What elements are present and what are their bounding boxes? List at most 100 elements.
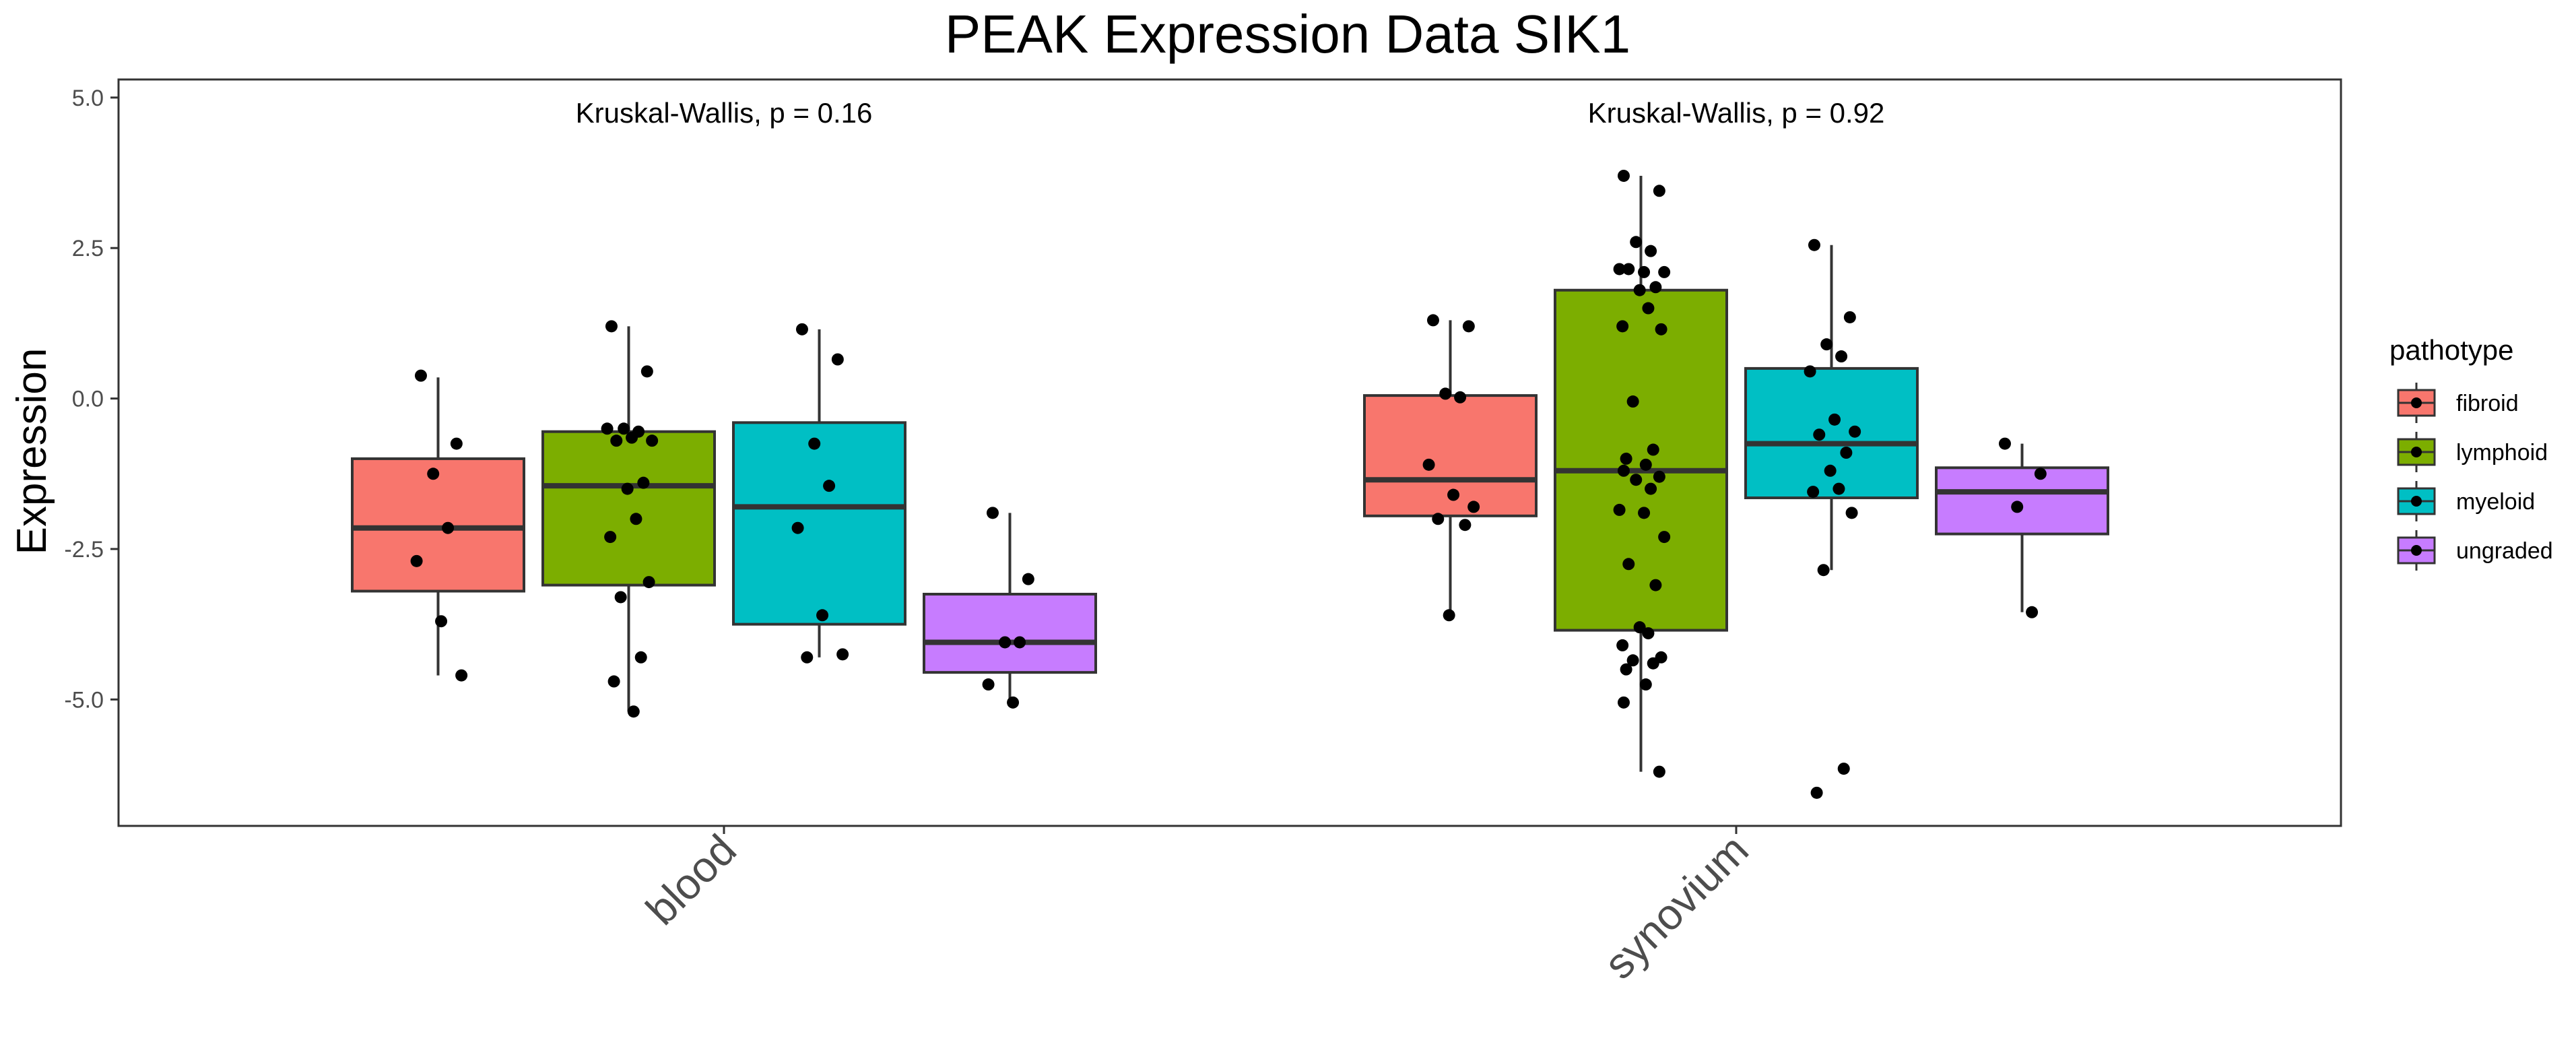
data-point (605, 320, 618, 333)
x-tick-label: blood (636, 825, 746, 934)
data-point (1422, 458, 1435, 471)
data-point (2011, 501, 2024, 513)
data-point (1845, 507, 1858, 519)
data-point (626, 431, 638, 444)
data-points-group (410, 169, 2047, 799)
chart-title: PEAK Expression Data SIK1 (945, 4, 1630, 64)
kruskal-wallis-annotation: Kruskal-Wallis, p = 0.16 (576, 97, 873, 129)
data-point (1645, 245, 1657, 257)
data-point (1810, 786, 1823, 799)
data-point (621, 482, 634, 495)
data-point (1808, 238, 1820, 251)
data-point (791, 521, 804, 534)
data-point (1426, 314, 1439, 327)
legend-title: pathotype (2389, 334, 2514, 366)
plot-panel (117, 78, 2342, 827)
data-point (2034, 468, 2047, 480)
data-point (1835, 350, 1848, 363)
data-point (450, 437, 463, 450)
data-point (1642, 627, 1655, 640)
data-point (1655, 323, 1667, 335)
data-point (1840, 447, 1853, 459)
data-point (1649, 579, 1662, 591)
data-point (1616, 320, 1629, 333)
data-point (610, 435, 623, 447)
data-point (795, 323, 808, 335)
data-point (1807, 486, 1820, 499)
data-point (1622, 263, 1635, 276)
data-point (1613, 263, 1626, 276)
data-point (1633, 284, 1646, 296)
data-point (414, 369, 427, 382)
data-point (1649, 281, 1662, 294)
data-point (1626, 654, 1639, 667)
data-point (831, 353, 844, 366)
data-point (1642, 302, 1655, 315)
data-point (1658, 265, 1671, 278)
data-point (1467, 501, 1480, 513)
y-tick-label: 5.0 (72, 86, 104, 111)
data-point (816, 609, 829, 622)
data-point (1820, 338, 1833, 351)
data-point (630, 513, 642, 525)
data-point (1639, 678, 1652, 691)
data-point (1647, 657, 1659, 670)
data-point (646, 435, 659, 447)
box-ungraded-blood (923, 592, 1097, 674)
data-point (1617, 169, 1630, 182)
legend: pathotype fibroid lymphoid myeloid ungraded (2389, 334, 2553, 571)
data-point (1626, 395, 1639, 408)
legend-label-lymphoid: lymphoid (2456, 440, 2548, 465)
data-point (2026, 606, 2039, 618)
data-point (1432, 513, 1445, 525)
box-ungraded-synovium (1935, 466, 2109, 536)
data-point (1462, 320, 1475, 333)
box-myeloid-blood (732, 421, 906, 626)
legend-key-point (2411, 447, 2422, 457)
x-axis-ticks: blood synovium (636, 825, 1758, 988)
y-tick-label: -5.0 (64, 687, 104, 713)
data-point (640, 365, 653, 378)
data-point (1613, 503, 1626, 516)
data-point (618, 422, 630, 435)
data-point (455, 669, 468, 682)
legend-key-point (2411, 397, 2422, 408)
data-point (435, 615, 448, 628)
y-tick-label: -2.5 (64, 537, 104, 562)
data-point (1658, 531, 1671, 544)
data-point (1622, 558, 1635, 571)
data-point (1638, 507, 1651, 519)
data-point (604, 531, 617, 544)
data-point (1630, 236, 1643, 249)
data-point (986, 507, 999, 519)
data-point (1439, 387, 1452, 400)
data-point (1617, 696, 1630, 709)
data-point (607, 675, 620, 688)
box-lymphoid-synovium (1554, 288, 1728, 632)
data-point (601, 422, 614, 435)
box-plot-group (351, 175, 2109, 772)
y-tick-label: 0.0 (72, 387, 104, 412)
data-point (1620, 663, 1632, 676)
data-point (1653, 765, 1665, 778)
legend-label-myeloid: myeloid (2456, 489, 2535, 515)
data-point (1639, 458, 1652, 471)
data-point (1014, 636, 1026, 649)
data-point (637, 476, 650, 489)
data-point (1645, 482, 1657, 495)
data-point (427, 468, 440, 480)
legend-label-ungraded: ungraded (2456, 538, 2553, 564)
data-point (982, 678, 995, 691)
data-point (1828, 413, 1841, 426)
data-point (1616, 639, 1629, 651)
data-point (836, 648, 849, 661)
y-axis-ticks: 5.0 2.5 0.0 -2.5 -5.0 (64, 86, 119, 713)
box-fibroid-blood (351, 457, 525, 593)
x-tick-label: synovium (1595, 825, 1758, 988)
data-point (442, 521, 455, 534)
data-point (808, 437, 821, 450)
data-point (1459, 519, 1472, 532)
data-point (1837, 763, 1850, 775)
data-point (1998, 437, 2011, 450)
